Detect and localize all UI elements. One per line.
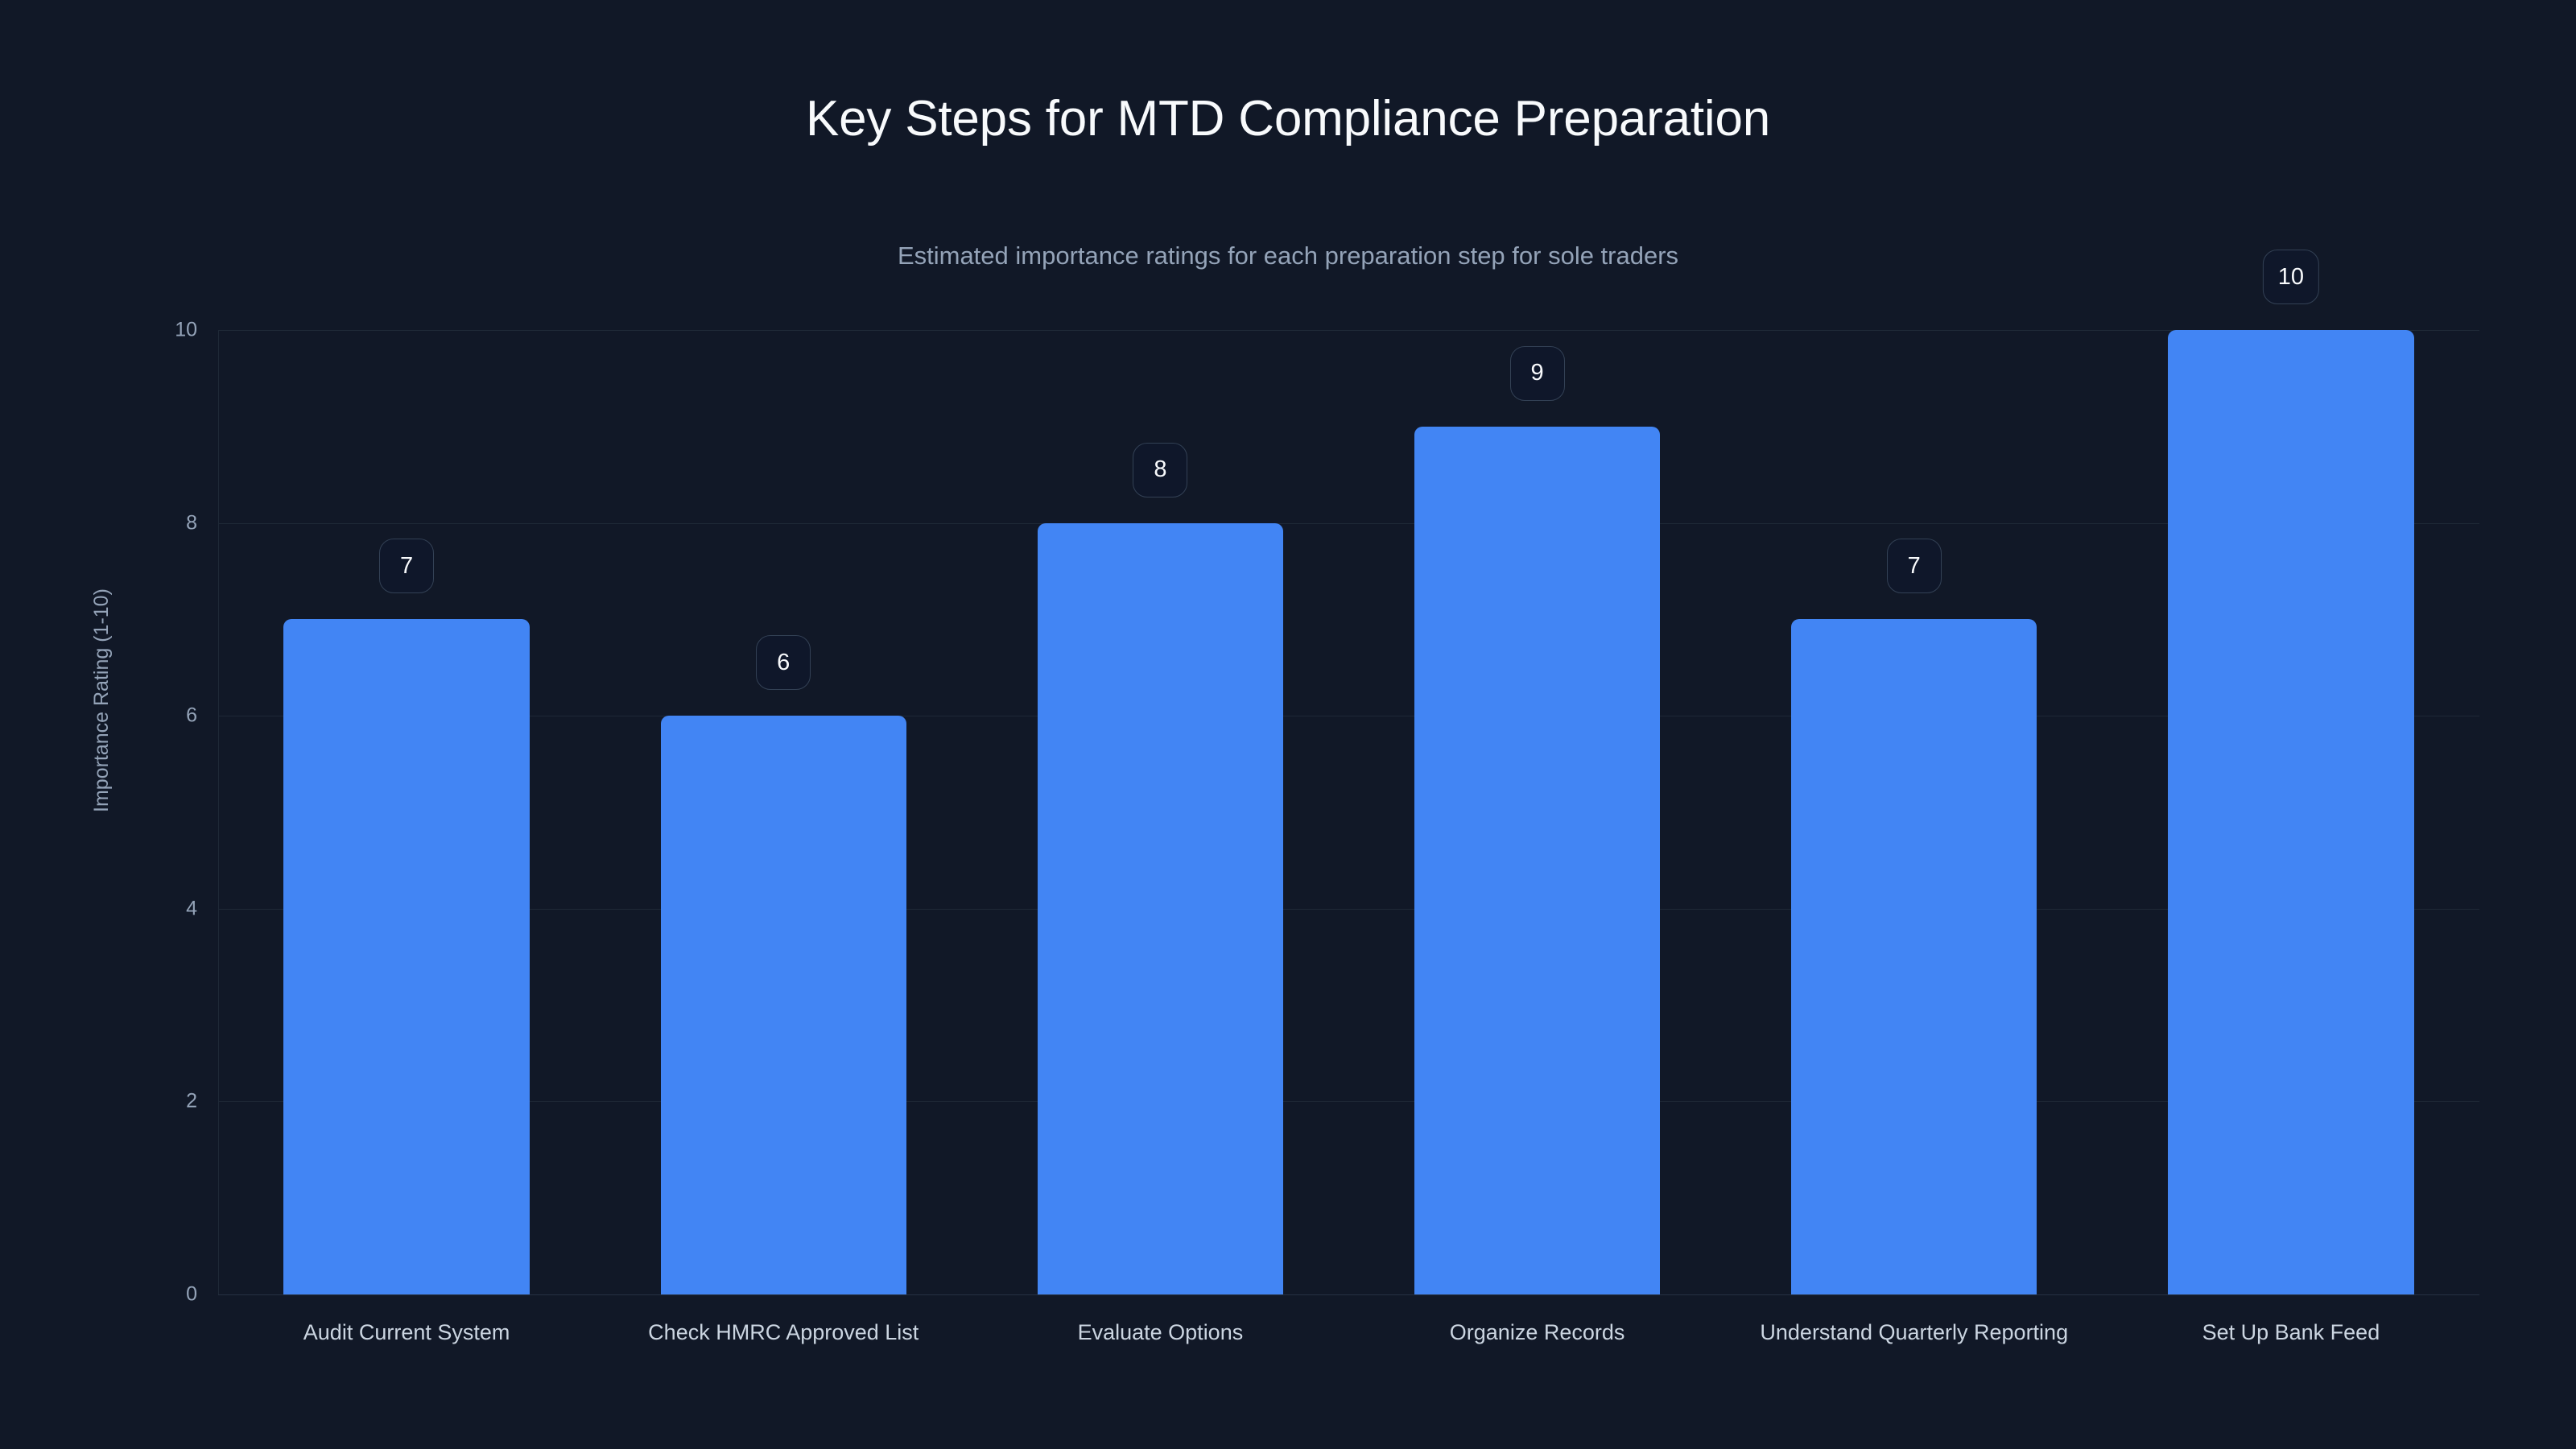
x-tick-label: Check HMRC Approved List [648,1320,919,1344]
bar[interactable] [660,716,906,1294]
bar[interactable] [1414,426,1661,1294]
x-axis-line [218,1294,2479,1295]
chart-title: Key Steps for MTD Compliance Preparation [805,91,1771,147]
gridline [218,1101,2479,1103]
y-axis-ticks: 0 2 4 6 8 10 [0,0,197,1449]
y-tick-label: 8 [186,511,197,535]
y-tick-label: 2 [186,1089,197,1113]
x-tick-label: Understand Quarterly Reporting [1760,1320,2069,1344]
y-tick-label: 10 [175,318,197,341]
bar-value-badge: 8 [1133,442,1188,497]
gridline [218,330,2479,331]
bar[interactable] [283,619,530,1294]
y-tick-label: 6 [186,704,197,727]
y-tick-label: 0 [186,1282,197,1306]
gridline [218,522,2479,524]
x-tick-label: Organize Records [1449,1320,1625,1344]
x-tick-label: Set Up Bank Feed [2202,1320,2380,1344]
bar-value-badge: 10 [2262,250,2320,304]
y-axis-line [218,330,219,1294]
chart-subtitle: Estimated importance ratings for each pr… [897,242,1679,270]
gridline [218,908,2479,910]
y-tick-label: 4 [186,897,197,920]
bar[interactable] [1037,522,1284,1294]
x-tick-label: Audit Current System [303,1320,510,1344]
bar-value-badge: 9 [1509,345,1565,401]
bar-value-badge: 7 [379,539,435,594]
bar-value-badge: 7 [1886,539,1942,594]
x-tick-label: Evaluate Options [1077,1320,1244,1344]
bar[interactable] [2168,330,2414,1294]
bar-value-badge: 6 [756,635,811,691]
bar[interactable] [1791,619,2037,1294]
